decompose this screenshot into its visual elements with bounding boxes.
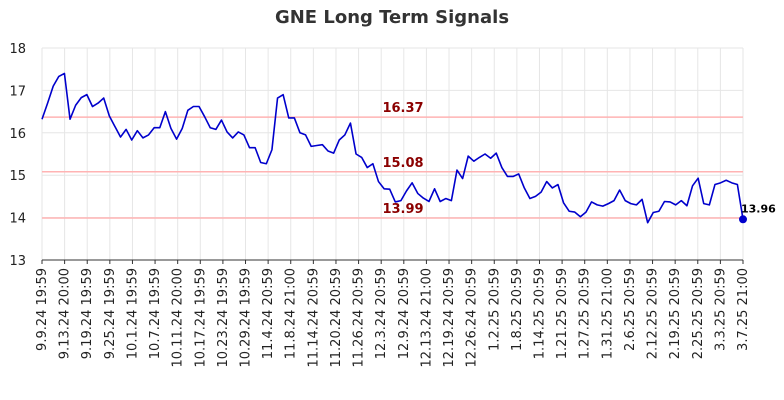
x-tick-label: 10.7.24 19:59 bbox=[148, 268, 163, 359]
y-tick-label: 16 bbox=[9, 127, 26, 142]
x-tick-label: 11.4.24 20:59 bbox=[261, 268, 276, 359]
x-tick-label: 9.25.24 19:59 bbox=[103, 268, 118, 359]
y-tick-label: 14 bbox=[9, 212, 26, 227]
x-tick-label: 10.29.24 19:59 bbox=[239, 268, 254, 368]
level-lines-layer bbox=[42, 116, 743, 219]
x-tick-label: 12.3.24 20:59 bbox=[374, 268, 389, 359]
level-label: 16.37 bbox=[382, 101, 423, 116]
x-tick-label: 1.21.25 20:59 bbox=[555, 268, 570, 359]
x-tick-label: 1.8.25 20:59 bbox=[510, 268, 525, 351]
last-value-label: 13.96 bbox=[741, 202, 776, 215]
x-tick-label: 2.25.25 20:59 bbox=[691, 268, 706, 359]
series-layer bbox=[41, 72, 747, 224]
x-tick-label: 12.13.24 21:00 bbox=[419, 268, 434, 368]
x-tick-label: 11.14.24 20:59 bbox=[306, 268, 321, 368]
x-tick-label: 12.26.24 20:59 bbox=[465, 268, 480, 368]
x-tick-label: 10.17.24 19:59 bbox=[193, 268, 208, 368]
x-tick-label: 9.13.24 20:00 bbox=[58, 268, 73, 359]
x-tick-label: 12.19.24 20:59 bbox=[442, 268, 457, 368]
y-tick-label: 17 bbox=[9, 84, 26, 99]
grid-layer bbox=[41, 47, 744, 261]
x-tick-label: 1.31.25 21:00 bbox=[600, 268, 615, 359]
level-label: 15.08 bbox=[382, 156, 423, 171]
x-tick-label: 10.23.24 19:59 bbox=[216, 268, 231, 368]
x-tick-label: 1.2.25 20:59 bbox=[487, 268, 502, 351]
x-tick-label: 12.9.24 20:59 bbox=[397, 268, 412, 359]
x-tick-label: 1.27.25 20:59 bbox=[578, 268, 593, 359]
y-tick-label: 15 bbox=[9, 169, 26, 184]
x-tick-label: 10.11.24 20:00 bbox=[171, 268, 186, 368]
x-tick-label: 10.1.24 19:59 bbox=[125, 268, 140, 359]
y-tick-label: 18 bbox=[9, 42, 26, 57]
price-series-line bbox=[41, 72, 744, 224]
y-tick-label: 13 bbox=[9, 254, 26, 269]
x-tick-label: 3.3.25 20:59 bbox=[713, 268, 728, 351]
last-point-marker bbox=[739, 215, 747, 224]
x-tick-label: 11.20.24 20:59 bbox=[329, 268, 344, 368]
x-tick-label: 11.26.24 20:59 bbox=[352, 268, 367, 368]
x-tick-label: 11.8.24 21:00 bbox=[284, 268, 299, 359]
level-label: 13.99 bbox=[382, 202, 423, 217]
x-tick-label: 3.7.25 21:00 bbox=[736, 268, 751, 351]
x-tick-label: 1.14.25 20:59 bbox=[532, 268, 547, 359]
x-tick-label: 9.9.24 19:59 bbox=[35, 268, 50, 351]
labels-layer: 16.37 15.08 13.99 13.96 bbox=[382, 101, 776, 217]
chart-title: GNE Long Term Signals bbox=[274, 7, 510, 28]
x-tick-label: 2.19.25 20:59 bbox=[668, 268, 683, 359]
x-tick-label: 2.12.25 20:59 bbox=[646, 268, 661, 359]
x-tick-label: 2.6.25 20:59 bbox=[623, 268, 638, 351]
axis-layer: 13 14 15 16 17 18 9.9.24 19:59 9.13.24 20:00 9.1… bbox=[9, 42, 751, 368]
x-tick-label: 9.19.24 19:59 bbox=[80, 268, 95, 359]
